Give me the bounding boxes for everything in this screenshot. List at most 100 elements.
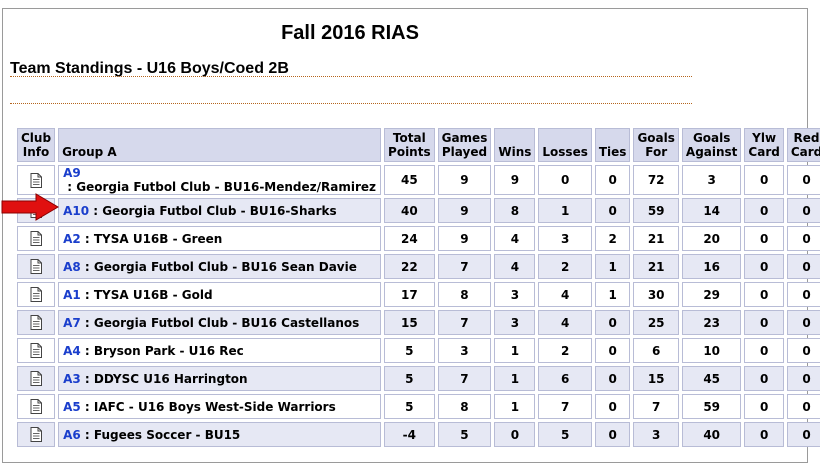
team-code-link[interactable]: A9 (63, 166, 81, 180)
goals-against-cell: 14 (681, 198, 742, 223)
team-code-link[interactable]: A3 (63, 371, 81, 386)
club-info-cell[interactable] (17, 338, 56, 363)
ties-cell: 0 (594, 422, 631, 447)
team-cell: A8 : Georgia Futbol Club - BU16 Sean Dav… (58, 254, 382, 279)
team-cell: A6 : Fugees Soccer - BU15 (58, 422, 382, 447)
header-row: Club Info Group A Total Points Games Pla… (17, 128, 820, 162)
wins-cell: 0 (494, 422, 536, 447)
col-ylw-card: Ylw Card (744, 128, 784, 162)
wins-cell: 3 (494, 310, 536, 335)
ties-cell: 1 (594, 254, 631, 279)
goals-for-cell: 21 (633, 254, 679, 279)
total-points-cell: 5 (384, 338, 435, 363)
club-info-cell[interactable] (17, 366, 56, 391)
red-card-cell: 0 (786, 226, 820, 251)
document-icon[interactable] (30, 287, 43, 302)
col-total-points: Total Points (384, 128, 435, 162)
wins-cell: 1 (494, 394, 536, 419)
goals-for-cell: 3 (633, 422, 679, 447)
losses-cell: 2 (538, 338, 592, 363)
losses-cell: 4 (538, 282, 592, 307)
document-icon[interactable] (30, 371, 43, 386)
total-points-cell: 40 (384, 198, 435, 223)
col-wins: Wins (494, 128, 536, 162)
col-club-info: Club Info (17, 128, 56, 162)
col-games-played: Games Played (437, 128, 492, 162)
ylw-card-cell: 0 (744, 310, 784, 335)
col-goals-against: Goals Against (681, 128, 742, 162)
wins-cell: 3 (494, 282, 536, 307)
document-icon[interactable] (30, 343, 43, 358)
goals-for-cell: 59 (633, 198, 679, 223)
games-played-cell: 8 (437, 282, 492, 307)
ylw-card-cell: 0 (744, 366, 784, 391)
team-code-link[interactable]: A2 (63, 231, 81, 246)
col-ties: Ties (594, 128, 631, 162)
document-icon[interactable] (30, 231, 43, 246)
team-name: : TYSA U16B - Gold (80, 287, 213, 302)
wins-cell: 4 (494, 254, 536, 279)
club-info-cell[interactable] (17, 310, 56, 335)
goals-for-cell: 15 (633, 366, 679, 391)
goals-against-cell: 45 (681, 366, 742, 391)
red-card-cell: 0 (786, 394, 820, 419)
team-code-link[interactable]: A8 (63, 259, 81, 274)
red-card-cell: 0 (786, 282, 820, 307)
team-code-link[interactable]: A4 (63, 343, 81, 358)
goals-against-cell: 40 (681, 422, 742, 447)
team-code-link[interactable]: A1 (63, 287, 81, 302)
document-icon[interactable] (30, 315, 43, 330)
wins-cell: 1 (494, 338, 536, 363)
total-points-cell: 45 (384, 165, 435, 195)
goals-for-cell: 21 (633, 226, 679, 251)
games-played-cell: 9 (437, 226, 492, 251)
goals-against-cell: 16 (681, 254, 742, 279)
games-played-cell: 7 (437, 366, 492, 391)
team-name: : TYSA U16B - Green (80, 231, 223, 246)
club-info-cell[interactable] (17, 226, 56, 251)
team-code-link[interactable]: A7 (63, 315, 81, 330)
table-row: A9 : Georgia Futbol Club - BU16-Mendez/R… (17, 165, 820, 195)
document-icon[interactable] (30, 172, 43, 188)
table-row: A2 : TYSA U16B - Green 24 9 4 3 2 21 20 0 0 (17, 226, 820, 251)
total-points-cell: 17 (384, 282, 435, 307)
ylw-card-cell: 0 (744, 198, 784, 223)
wins-cell: 8 (494, 198, 536, 223)
team-cell: A9 : Georgia Futbol Club - BU16-Mendez/R… (58, 165, 382, 195)
wins-cell: 4 (494, 226, 536, 251)
total-points-cell: 5 (384, 366, 435, 391)
document-icon[interactable] (30, 259, 43, 274)
club-info-cell[interactable] (17, 422, 56, 447)
total-points-cell: 5 (384, 394, 435, 419)
goals-against-cell: 20 (681, 226, 742, 251)
games-played-cell: 7 (437, 254, 492, 279)
team-cell: A3 : DDYSC U16 Harrington (58, 366, 382, 391)
red-card-cell: 0 (786, 198, 820, 223)
standings-table: Club Info Group A Total Points Games Pla… (14, 125, 820, 450)
games-played-cell: 3 (437, 338, 492, 363)
red-card-cell: 0 (786, 254, 820, 279)
team-name: : Georgia Futbol Club - BU16-Mendez/Rami… (63, 180, 377, 194)
document-icon[interactable] (30, 427, 43, 442)
games-played-cell: 9 (437, 165, 492, 195)
team-code-link[interactable]: A10 (63, 203, 90, 218)
red-card-cell: 0 (786, 422, 820, 447)
ties-cell: 0 (594, 338, 631, 363)
col-red-card: Red Card (786, 128, 820, 162)
club-info-cell[interactable] (17, 165, 56, 195)
total-points-cell: 24 (384, 226, 435, 251)
goals-for-cell: 25 (633, 310, 679, 335)
team-code-link[interactable]: A6 (63, 427, 81, 442)
goals-against-cell: 29 (681, 282, 742, 307)
document-icon[interactable] (30, 399, 43, 414)
table-row: A7 : Georgia Futbol Club - BU16 Castella… (17, 310, 820, 335)
ylw-card-cell: 0 (744, 165, 784, 195)
club-info-cell[interactable] (17, 282, 56, 307)
team-name: : IAFC - U16 Boys West-Side Warriors (80, 399, 336, 414)
red-card-cell: 0 (786, 338, 820, 363)
games-played-cell: 9 (437, 198, 492, 223)
club-info-cell[interactable] (17, 254, 56, 279)
club-info-cell[interactable] (17, 394, 56, 419)
team-code-link[interactable]: A5 (63, 399, 81, 414)
team-name: : Fugees Soccer - BU15 (80, 427, 241, 442)
